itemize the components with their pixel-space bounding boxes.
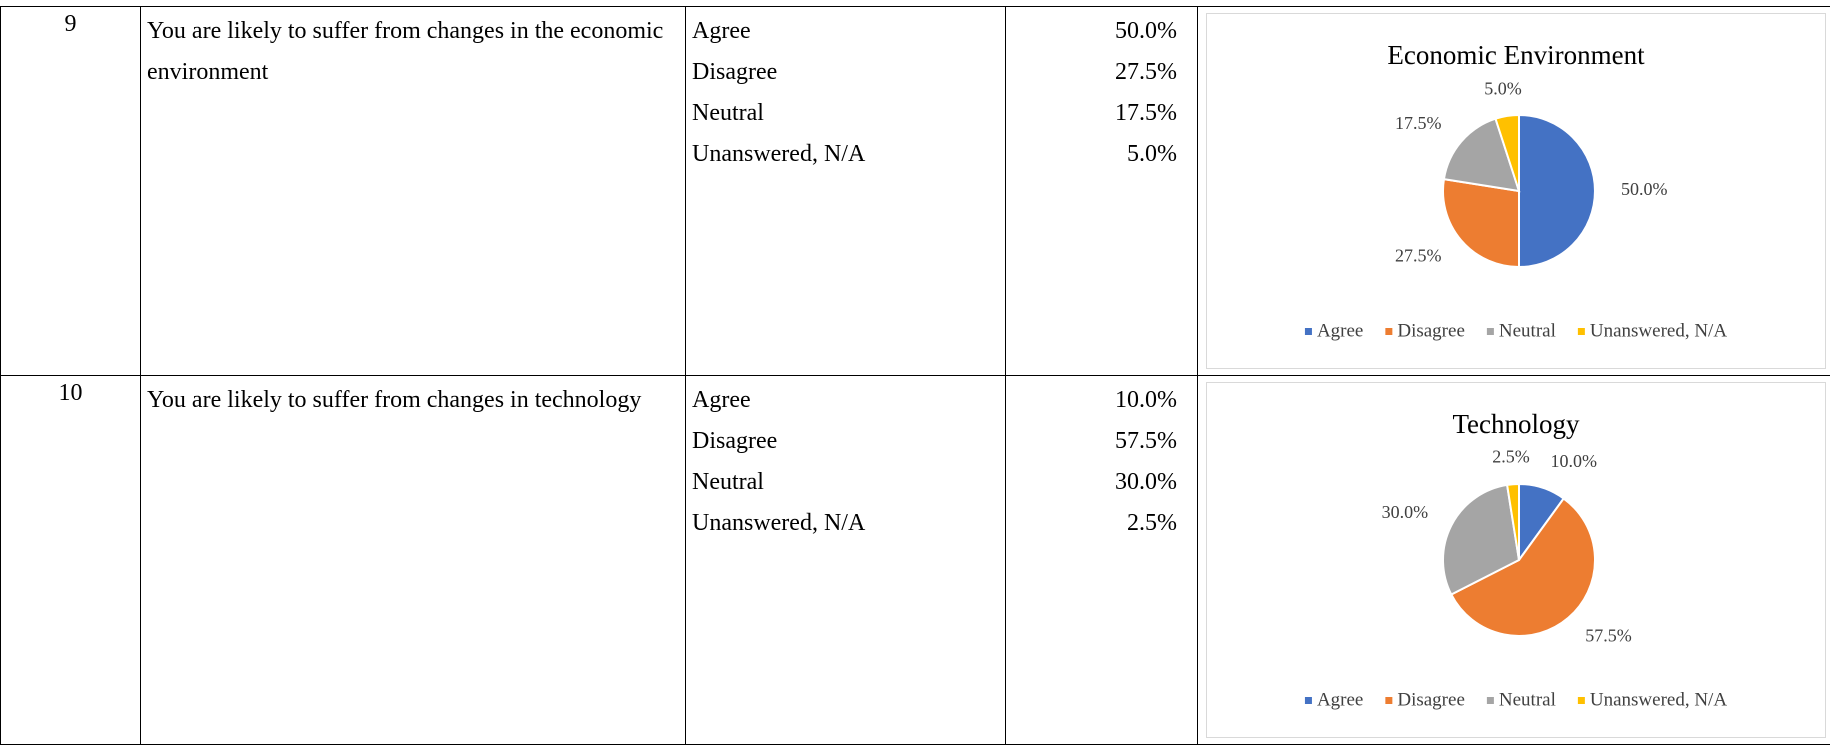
chart-cell: Economic Environment 50.0% 27.5% 17.5% 5.0% A…: [1198, 7, 1830, 376]
legend-label: Agree: [1317, 689, 1363, 710]
data-label: 30.0%: [1382, 502, 1429, 522]
percent: 17.5%: [1012, 93, 1177, 134]
legend-swatch: [1578, 328, 1585, 335]
option: Agree: [692, 11, 999, 52]
data-label: 57.5%: [1585, 626, 1632, 646]
option: Disagree: [692, 52, 999, 93]
percents-cell: 10.0%57.5%30.0%2.5%: [1006, 376, 1198, 745]
data-label: 10.0%: [1551, 451, 1598, 471]
legend-swatch: [1385, 328, 1392, 335]
legend-swatch: [1385, 697, 1392, 704]
percent: 2.5%: [1012, 503, 1177, 544]
data-label: 27.5%: [1395, 245, 1442, 265]
chart-title: Technology: [1452, 409, 1580, 439]
option: Neutral: [692, 93, 999, 134]
data-label: 5.0%: [1484, 78, 1522, 98]
legend-label: Neutral: [1499, 320, 1556, 341]
chart-cell: Technology 10.0% 57.5% 30.0% 2.5% Agree Disagr…: [1198, 376, 1830, 745]
data-label: 50.0%: [1621, 179, 1668, 199]
chart-title: Economic Environment: [1387, 40, 1645, 70]
statement: You are likely to suffer from changes in…: [141, 7, 686, 376]
option: Disagree: [692, 421, 999, 462]
statement: You are likely to suffer from changes in…: [141, 376, 686, 745]
percent: 5.0%: [1012, 134, 1177, 175]
data-label: 17.5%: [1395, 113, 1442, 133]
legend-swatch: [1305, 697, 1312, 704]
option: Unanswered, N/A: [692, 134, 999, 175]
pie-chart: Technology 10.0% 57.5% 30.0% 2.5% Agree Disagr…: [1206, 382, 1826, 738]
percent: 57.5%: [1012, 421, 1177, 462]
legend-swatch: [1305, 328, 1312, 335]
percent: 50.0%: [1012, 11, 1177, 52]
legend-label: Neutral: [1499, 689, 1556, 710]
option: Unanswered, N/A: [692, 503, 999, 544]
percent: 27.5%: [1012, 52, 1177, 93]
row-number: 9: [1, 7, 141, 376]
option: Neutral: [692, 462, 999, 503]
legend-label: Disagree: [1397, 689, 1465, 710]
legend-label: Agree: [1317, 320, 1363, 341]
pie-chart: Economic Environment 50.0% 27.5% 17.5% 5.0% A…: [1206, 13, 1826, 369]
legend-label: Disagree: [1397, 320, 1465, 341]
option: Agree: [692, 380, 999, 421]
pie-slice: [1519, 115, 1595, 267]
pie-slice: [1443, 179, 1519, 267]
row-number: 10: [1, 376, 141, 745]
percent: 10.0%: [1012, 380, 1177, 421]
percent: 30.0%: [1012, 462, 1177, 503]
legend-swatch: [1487, 697, 1494, 704]
legend-label: Unanswered, N/A: [1590, 320, 1727, 341]
legend-swatch: [1578, 697, 1585, 704]
legend-swatch: [1487, 328, 1494, 335]
data-label: 2.5%: [1492, 446, 1530, 466]
legend-label: Unanswered, N/A: [1590, 689, 1727, 710]
percents-cell: 50.0%27.5%17.5%5.0%: [1006, 7, 1198, 376]
